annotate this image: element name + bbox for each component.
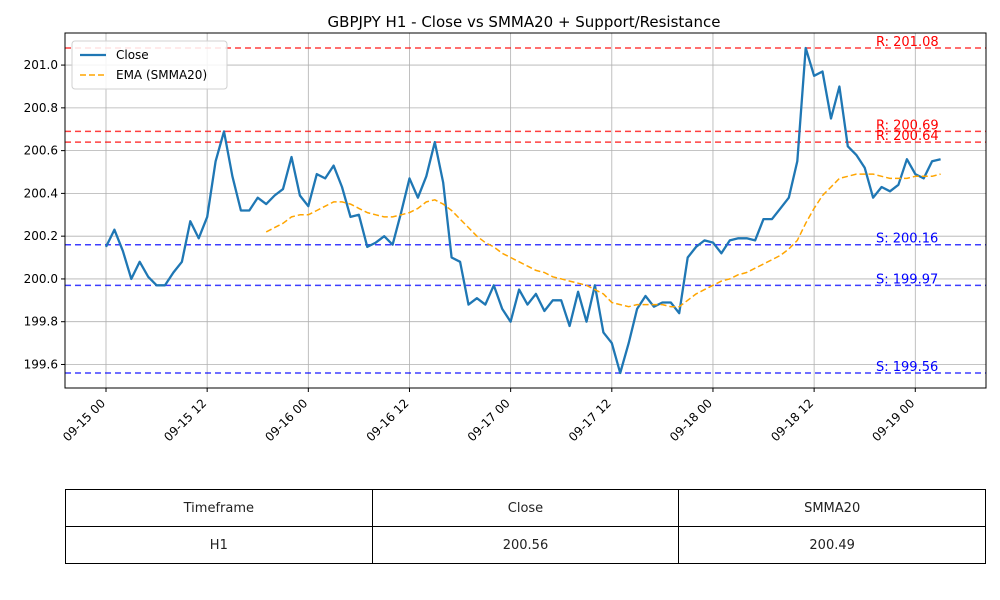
y-tick-label: 199.6 bbox=[24, 357, 58, 371]
table-cell: 200.49 bbox=[678, 526, 986, 564]
support-level-label: S: 199.56 bbox=[876, 360, 938, 375]
legend: Close EMA (SMMA20) bbox=[71, 40, 228, 90]
resistance-level-label: R: 201.08 bbox=[876, 35, 939, 50]
table-header-row: Timeframe Close SMMA20 bbox=[65, 489, 986, 527]
table-header-cell: Timeframe bbox=[65, 489, 373, 527]
series-line-close bbox=[104, 46, 941, 375]
legend-box bbox=[71, 40, 228, 90]
y-tick-label: 200.2 bbox=[24, 229, 58, 243]
chart-title: GBPJPY H1 - Close vs SMMA20 + Support/Re… bbox=[328, 13, 721, 31]
x-tick-label: 09-17 00 bbox=[465, 396, 513, 444]
resistance-level-label: R: 200.64 bbox=[876, 129, 939, 144]
y-tick-label: 201.0 bbox=[24, 58, 58, 72]
series-line-ema-smma20 bbox=[265, 173, 941, 308]
y-tick-label: 200.0 bbox=[24, 272, 58, 286]
table-row: H1 200.56 200.49 bbox=[65, 526, 986, 564]
y-tick-label: 200.6 bbox=[24, 144, 58, 158]
support-level-label: S: 199.97 bbox=[876, 272, 938, 287]
x-tick-label: 09-17 12 bbox=[566, 396, 614, 444]
x-tick-label: 09-16 12 bbox=[364, 396, 412, 444]
chart: GBPJPY H1 - Close vs SMMA20 + Support/Re… bbox=[24, 13, 987, 444]
y-tick-label: 200.4 bbox=[24, 186, 58, 200]
x-tick-label: 09-15 00 bbox=[60, 396, 108, 444]
plot-area bbox=[64, 32, 987, 389]
table-cell: 200.56 bbox=[371, 526, 680, 564]
grid bbox=[65, 33, 986, 388]
table-header-cell: SMMA20 bbox=[678, 489, 986, 527]
x-tick-label: 09-18 12 bbox=[768, 396, 816, 444]
legend-label: Close bbox=[116, 48, 149, 62]
x-tick-label: 09-19 00 bbox=[869, 396, 917, 444]
support-level-label: S: 200.16 bbox=[876, 232, 938, 247]
x-tick-label: 09-18 00 bbox=[667, 396, 715, 444]
x-tick-label: 09-16 00 bbox=[262, 396, 310, 444]
support-resistance-levels: R: 201.08 R: 200.69R: 200.64 S: 200.16 S: 1… bbox=[65, 35, 986, 375]
resistance-level-label: R: 200.69 bbox=[876, 118, 939, 133]
x-tick-label: 09-15 12 bbox=[161, 396, 209, 444]
series-lines bbox=[104, 46, 941, 375]
legend-label: EMA (SMMA20) bbox=[116, 68, 207, 82]
y-tick-label: 200.8 bbox=[24, 101, 58, 115]
summary-table: Timeframe Close SMMA20 H1 200.56 200.49 bbox=[65, 489, 986, 564]
table-cell: H1 bbox=[65, 526, 373, 564]
table-header-cell: Close bbox=[371, 489, 680, 527]
axes: 09-15 00 09-15 12 09-16 00 09-16 12 09-17 00… bbox=[24, 58, 918, 444]
y-tick-label: 199.8 bbox=[24, 315, 58, 329]
